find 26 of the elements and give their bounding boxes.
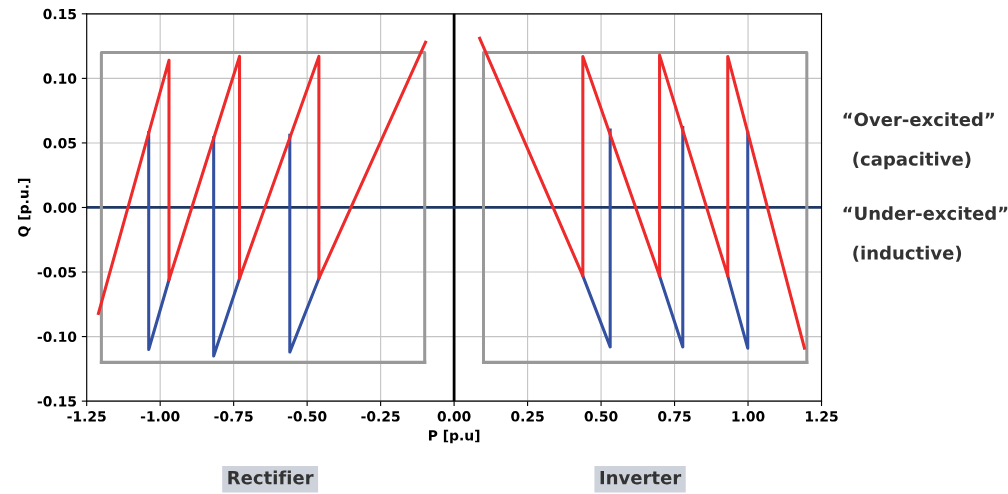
y-tick-label: -0.05 — [37, 267, 76, 278]
y-axis-title: Q [p.u.] — [17, 178, 32, 237]
x-tick-label: 0.00 — [437, 411, 471, 422]
y-tick-label: -0.10 — [37, 331, 77, 343]
x-tick-label: -0.25 — [361, 411, 400, 422]
x-tick-label: -1.25 — [67, 411, 106, 422]
y-tick-label: 0.00 — [43, 202, 77, 213]
text: “Over-excited” — [843, 112, 994, 127]
x-tick-label: 0.50 — [584, 411, 618, 422]
y-tick-label: 0.15 — [43, 8, 76, 20]
text: “Under-excited” — [843, 206, 1008, 221]
y-tick-label: 0.10 — [43, 73, 77, 84]
text: (capacitive) — [853, 151, 971, 170]
x-tick-label: 0.75 — [658, 411, 691, 422]
x-axis-title: P [p.u] — [428, 429, 480, 444]
x-tick-label: -0.75 — [214, 411, 253, 422]
text: Rectifier — [228, 470, 314, 485]
x-tick-label: -1.00 — [140, 411, 180, 422]
x-tick-label: 1.25 — [805, 411, 838, 422]
x-tick-label: 0.25 — [511, 411, 544, 422]
text: Inverter — [600, 471, 682, 485]
y-tick-label: -0.15 — [37, 396, 76, 407]
text: (inductive) — [853, 245, 962, 262]
x-tick-label: 1.00 — [732, 411, 765, 422]
x-tick-label: -0.50 — [287, 411, 327, 422]
y-tick-label: 0.05 — [43, 137, 76, 149]
